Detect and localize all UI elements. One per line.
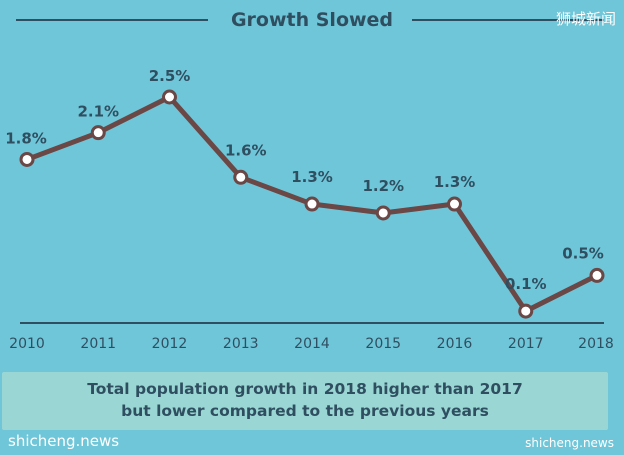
- x-tick-label: 2018: [578, 336, 614, 352]
- caption-line-2: but lower compared to the previous years: [121, 402, 489, 420]
- x-tick-label: 2013: [223, 336, 259, 352]
- caption-line-1: Total population growth in 2018 higher t…: [87, 380, 523, 398]
- chart-title: Growth Slowed: [231, 9, 393, 31]
- data-point: [518, 303, 534, 319]
- series-layer: 1.8% 2.1% 2.5% 1.6% 1.3% 1.2% 1.3% 0.1% 0.5%: [5, 67, 605, 319]
- watermark-bottom-right: shicheng.news: [525, 436, 614, 450]
- x-tick-label: 2011: [80, 336, 116, 352]
- data-point: [447, 196, 462, 212]
- x-tick-label: 2014: [294, 336, 330, 352]
- x-tick-label: 2016: [437, 336, 473, 352]
- watermark-top-right: 狮城新闻: [555, 10, 616, 28]
- data-point: [162, 89, 177, 105]
- watermark-bottom-left: shicheng.news: [8, 432, 120, 450]
- x-tick-label: 2012: [152, 336, 188, 352]
- data-point: [375, 205, 391, 221]
- data-point: [304, 196, 320, 212]
- x-tick-layer: 2010 2011 2012 2013 2014 2015 2016 2017 2018: [9, 336, 614, 352]
- data-point: [233, 169, 249, 185]
- data-point: [589, 267, 605, 283]
- data-label: 1.8%: [5, 129, 47, 147]
- data-label: 1.2%: [362, 177, 404, 195]
- x-tick-label: 2015: [365, 336, 401, 352]
- data-point: [90, 125, 106, 141]
- data-label: 2.1%: [77, 103, 119, 121]
- x-tick-label: 2017: [508, 336, 544, 352]
- data-label: 1.6%: [225, 141, 267, 159]
- data-label: 1.3%: [434, 173, 476, 191]
- data-label: 0.5%: [562, 244, 604, 262]
- caption-box: [2, 372, 608, 430]
- x-tick-label: 2010: [9, 336, 45, 352]
- data-label: 1.3%: [291, 168, 333, 186]
- data-point: [19, 151, 35, 167]
- data-label: 0.1%: [505, 275, 547, 293]
- data-label: 2.5%: [149, 67, 191, 85]
